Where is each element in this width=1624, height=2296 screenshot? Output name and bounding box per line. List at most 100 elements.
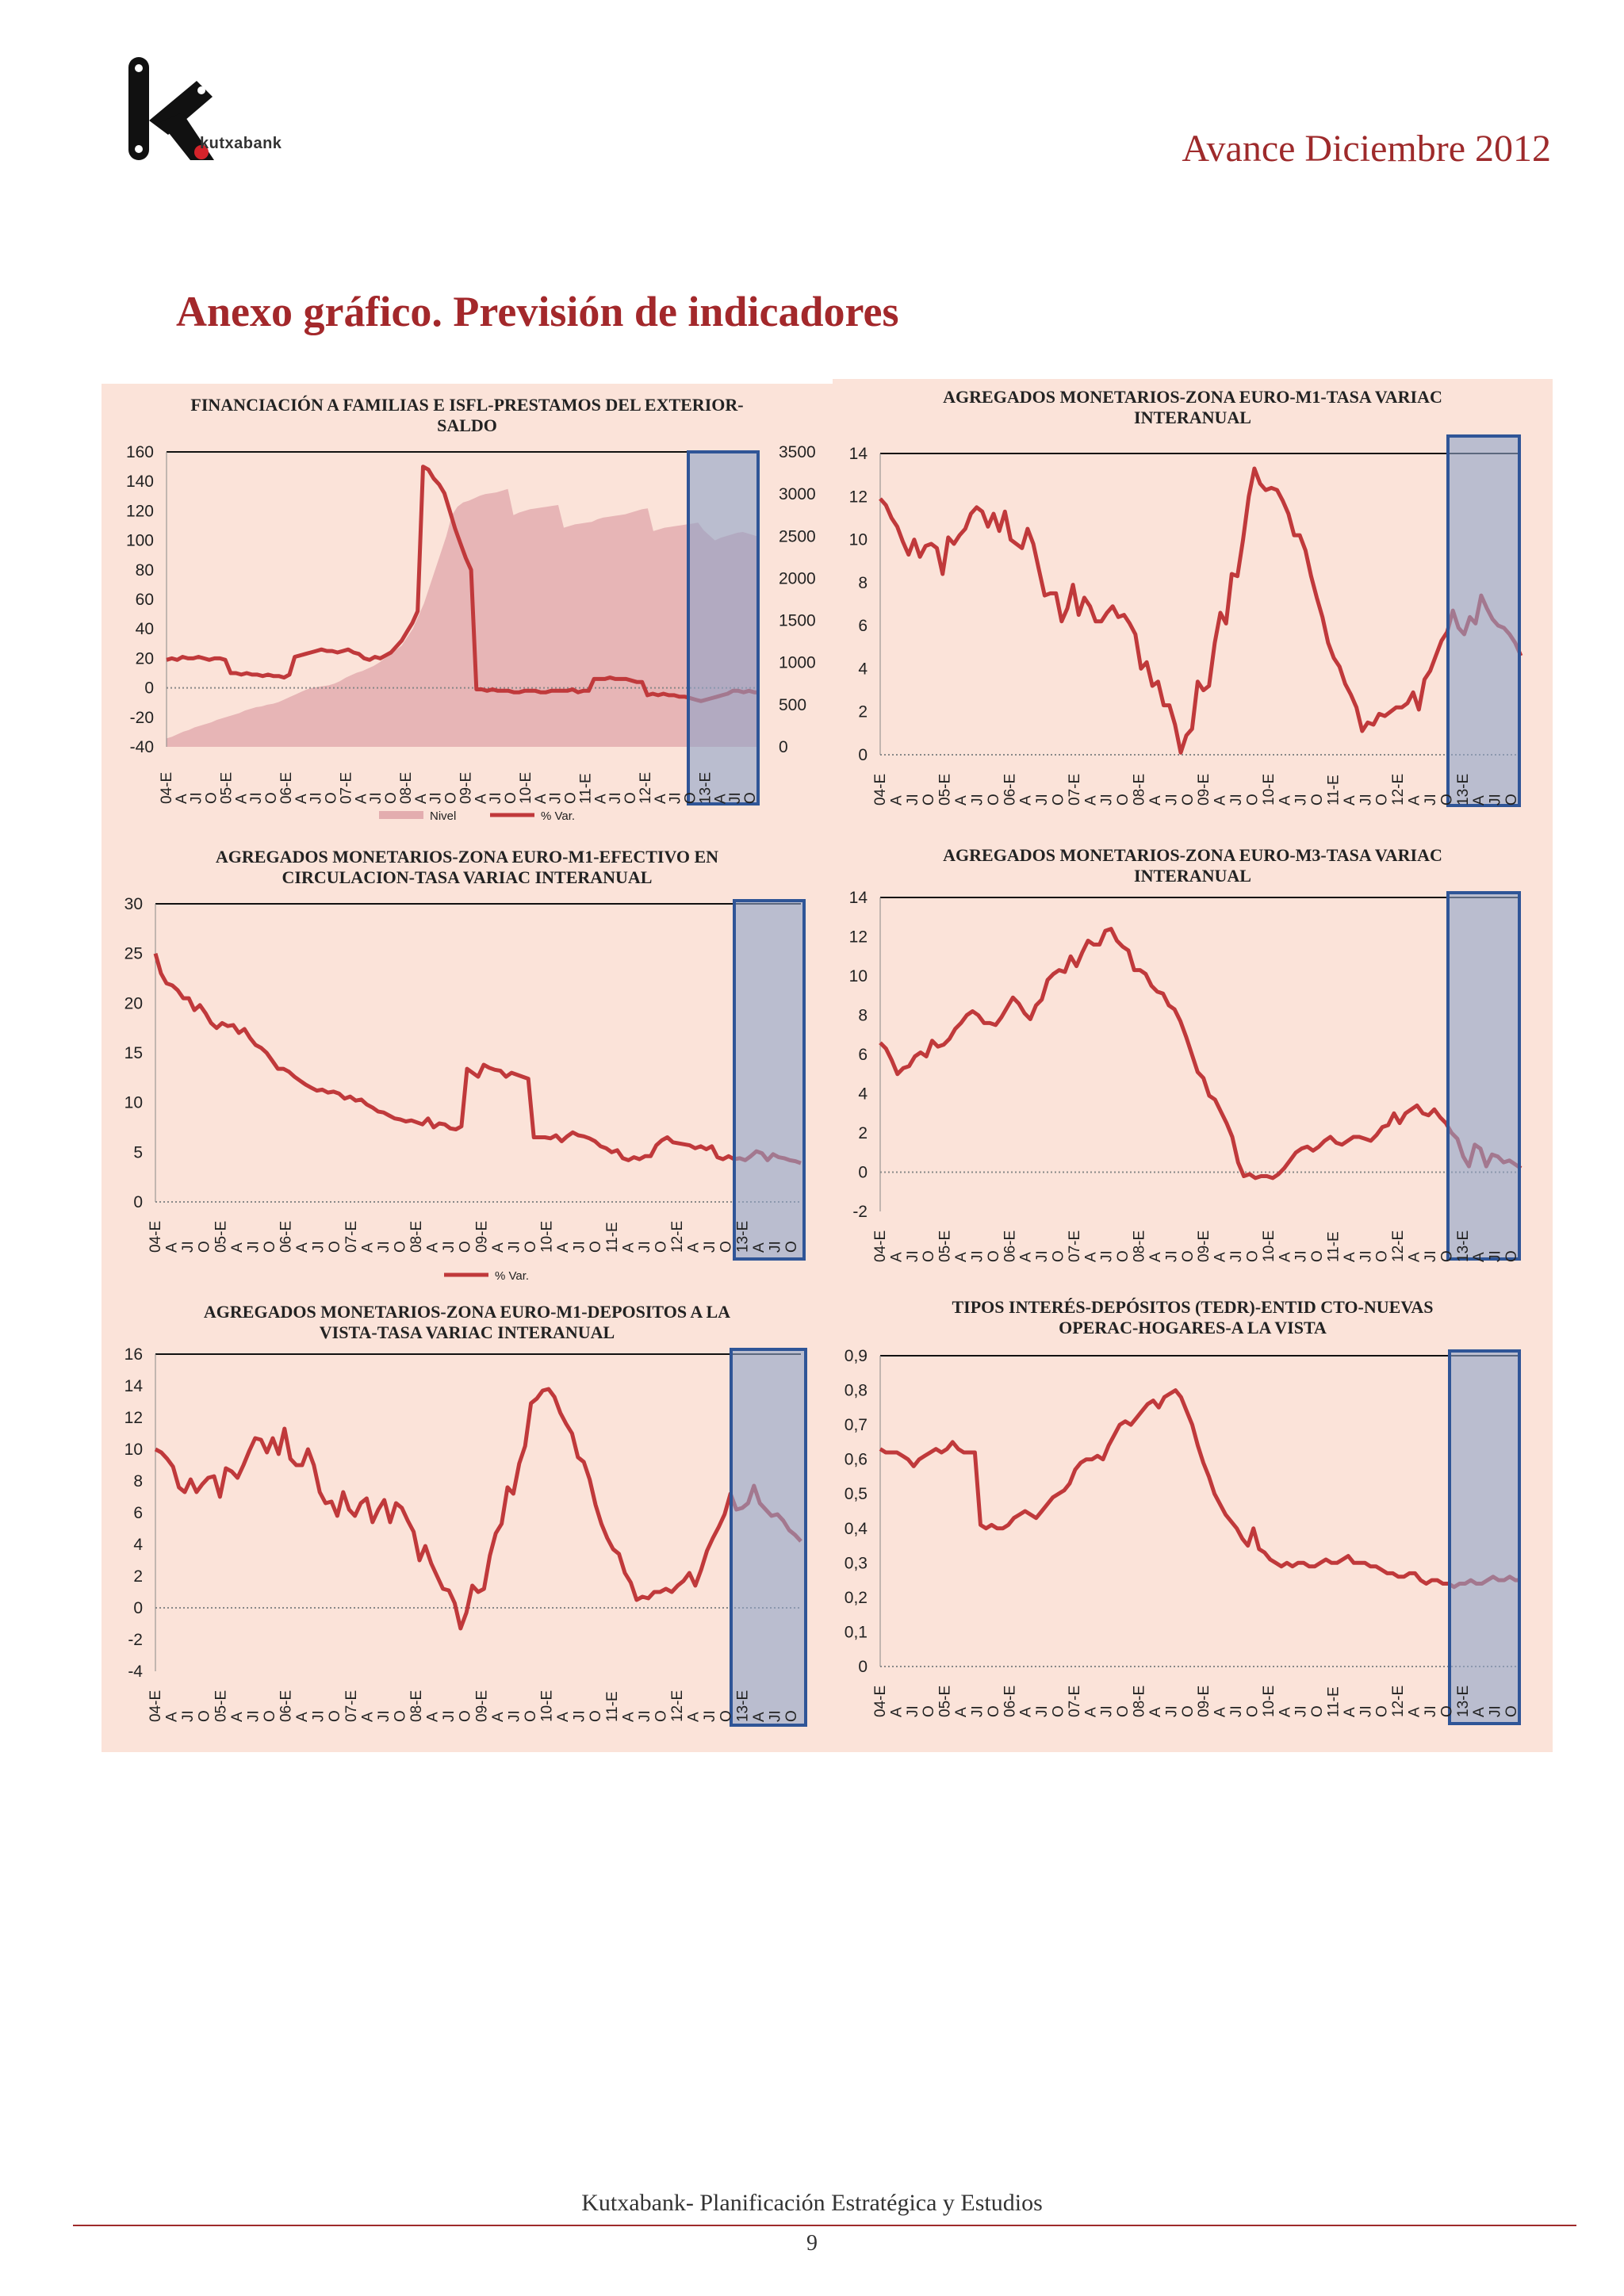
chart-panel-5: AGREGADOS MONETARIOS-ZONA EURO-M1-DEPOSI… <box>102 1300 833 1752</box>
x-tick-label: O <box>1438 1250 1455 1262</box>
x-tick-label: O <box>204 792 220 804</box>
x-tick-label: A <box>1082 1252 1099 1262</box>
x-tick-label: JI <box>368 792 385 804</box>
x-tick-label: JI <box>180 1710 197 1722</box>
y-tick-label: 14 <box>849 889 868 907</box>
x-tick-label: JI <box>1488 794 1504 806</box>
y-tick-label: 14 <box>124 1377 144 1395</box>
x-tick-label: O <box>986 794 1002 806</box>
y-tick-label: 140 <box>126 473 154 491</box>
x-tick-label: O <box>1180 1705 1197 1717</box>
x-tick-label: A <box>1277 795 1293 806</box>
y-tick-label: 0 <box>144 679 154 698</box>
x-tick-label: A <box>1342 1707 1358 1717</box>
x-tick-label: O <box>1374 1705 1391 1717</box>
x-tick-label: JI <box>637 1241 653 1253</box>
x-tick-label: JI <box>702 1241 718 1253</box>
y-tick-label: 10 <box>124 1094 143 1112</box>
y-tick-label: 0 <box>858 1658 868 1676</box>
y-tick-label: 40 <box>136 620 154 638</box>
forecast-box <box>730 1348 807 1727</box>
x-tick-label: 04-E <box>147 1690 164 1722</box>
y-tick-label: 0,9 <box>845 1347 868 1365</box>
x-tick-label: O <box>503 792 519 804</box>
y-tick-label: 8 <box>858 1007 868 1025</box>
x-tick-label: 05-E <box>937 1686 954 1717</box>
x-tick-label: O <box>1051 1705 1067 1717</box>
x-tick-label: A <box>1277 1252 1293 1262</box>
x-tick-label: 12-E <box>638 772 654 804</box>
series-area-nivel <box>167 488 760 747</box>
x-tick-label: O <box>523 1710 539 1722</box>
y-tick-label: 25 <box>124 945 143 963</box>
x-tick-label: O <box>263 792 280 804</box>
x-tick-label: A <box>174 794 190 804</box>
legend-label: Nivel <box>430 809 456 823</box>
y-tick-label: 15 <box>124 1044 143 1062</box>
x-tick-label: 11-E <box>1325 775 1342 806</box>
y-tick-label: 10 <box>124 1441 143 1459</box>
x-tick-label: 08-E <box>408 1221 425 1253</box>
x-tick-label: 13-E <box>697 772 714 804</box>
x-tick-label: O <box>1503 794 1520 806</box>
x-tick-label: A <box>653 794 669 804</box>
x-tick-label: A <box>1018 795 1035 806</box>
y-tick-label: 0 <box>133 1599 143 1617</box>
x-tick-label: O <box>783 1710 800 1722</box>
x-tick-label: A <box>1277 1707 1293 1717</box>
x-tick-label: JI <box>311 1710 327 1722</box>
x-tick-label: O <box>1244 1705 1261 1717</box>
x-tick-label: O <box>1374 794 1391 806</box>
x-tick-label: JI <box>376 1241 393 1253</box>
x-tick-label: JI <box>1358 1705 1374 1717</box>
x-tick-label: A <box>953 1707 970 1717</box>
x-tick-label: O <box>921 794 937 806</box>
x-tick-label: 12-E <box>1390 774 1407 806</box>
x-tick-label: A <box>490 1242 507 1253</box>
y-tick-label: 8 <box>133 1472 143 1490</box>
x-tick-label: O <box>1115 794 1132 806</box>
x-tick-label: 05-E <box>213 1690 229 1722</box>
y-tick-label: 16 <box>124 1345 143 1364</box>
y-tick-label: 20 <box>124 994 143 1012</box>
x-tick-label: A <box>353 794 370 804</box>
x-tick-label: A <box>1471 1252 1488 1262</box>
x-tick-label: A <box>620 1712 637 1722</box>
y-tick-label: 100 <box>126 532 154 550</box>
forecast-box <box>733 899 806 1261</box>
x-tick-label: JI <box>1099 1705 1116 1717</box>
y-tick-label: 2 <box>858 1124 868 1142</box>
y-tick-label: 4 <box>133 1536 143 1554</box>
chart-1: 160 140 120 100 80 60 40 20 0 -20 -40 3500 3000 2500 2… <box>126 443 816 823</box>
x-tick-label: A <box>1147 795 1164 806</box>
y-tick-label: 60 <box>136 591 154 609</box>
x-tick-label: A <box>413 794 430 804</box>
x-tick-label: O <box>1438 1705 1455 1717</box>
series-line <box>166 465 760 703</box>
x-tick-label: A <box>490 1712 507 1722</box>
x-tick-label: 12-E <box>1390 1230 1407 1262</box>
x-tick-label: O <box>458 1710 474 1722</box>
x-tick-label: O <box>588 1710 604 1722</box>
chart-panel-2: AGREGADOS MONETARIOS-ZONA EURO-M1-TASA V… <box>833 379 1553 839</box>
forecast-box <box>687 450 760 806</box>
x-tick-label: A <box>1212 1707 1229 1717</box>
x-tick-label: O <box>197 1241 213 1253</box>
x-tick-label: 09-E <box>458 772 474 804</box>
x-tick-label: 04-E <box>872 1686 889 1717</box>
x-tick-label: JI <box>1034 1705 1051 1717</box>
series-line <box>153 953 802 1165</box>
x-tick-label: O <box>383 792 400 804</box>
x-tick-label: A <box>888 1252 905 1262</box>
x-tick-label: A <box>555 1712 572 1722</box>
x-tick-label: JI <box>572 1710 588 1722</box>
x-tick-label: 12-E <box>669 1221 686 1253</box>
x-tick-label: JI <box>905 1705 921 1717</box>
y2-tick-label: 500 <box>779 696 806 714</box>
x-tick-label: JI <box>1034 1250 1051 1262</box>
x-tick-label: O <box>1374 1250 1391 1262</box>
x-tick-label: 08-E <box>408 1690 425 1722</box>
